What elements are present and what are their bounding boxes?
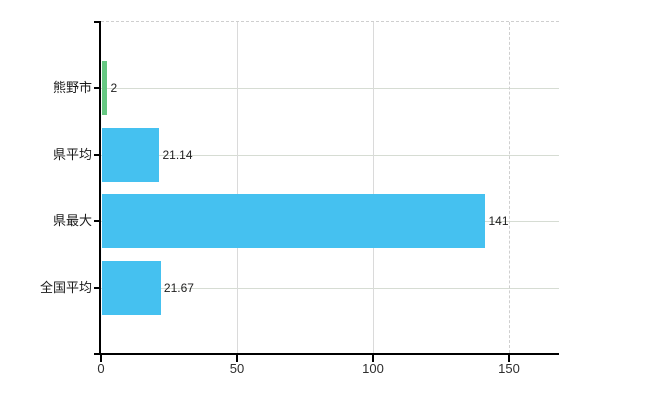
bar-value-label: 141: [488, 214, 509, 229]
x-axis-tick: [508, 355, 510, 362]
category-label: 県平均: [52, 146, 92, 162]
x-axis-line: [94, 353, 559, 355]
y-axis-tick: [94, 220, 101, 223]
x-axis-tick: [372, 355, 374, 362]
bar-0: [102, 61, 108, 116]
gridline-horizontal: [101, 155, 559, 156]
bar-value-label: 2: [110, 81, 118, 96]
bar-value-label: 21.67: [163, 280, 194, 295]
bar-2: [102, 194, 486, 249]
x-tick-label: 50: [229, 361, 245, 376]
category-label: 全国平均: [39, 279, 92, 295]
category-label: 県最大: [52, 213, 92, 229]
bar-1: [102, 127, 160, 182]
bar-3: [102, 260, 161, 315]
gridline-vertical: [373, 22, 374, 353]
plot-top-border: [101, 21, 559, 22]
x-axis-tick: [236, 355, 238, 362]
y-axis-tick: [94, 153, 101, 156]
x-tick-label: 150: [498, 361, 520, 376]
y-axis-line: [99, 21, 101, 354]
y-axis-top-tick: [94, 21, 101, 23]
x-tick-label: 100: [362, 361, 384, 376]
bar-value-label: 21.14: [162, 147, 193, 162]
category-label: 熊野市: [52, 80, 92, 96]
gridline-vertical: [237, 22, 238, 353]
x-axis-tick: [100, 355, 102, 362]
gridline-horizontal: [101, 88, 559, 89]
y-axis-tick: [94, 286, 101, 289]
x-tick-label: 0: [97, 361, 105, 376]
gridline-vertical-dashed: [509, 22, 510, 353]
y-axis-tick: [94, 87, 101, 90]
gridline-horizontal: [101, 288, 559, 289]
